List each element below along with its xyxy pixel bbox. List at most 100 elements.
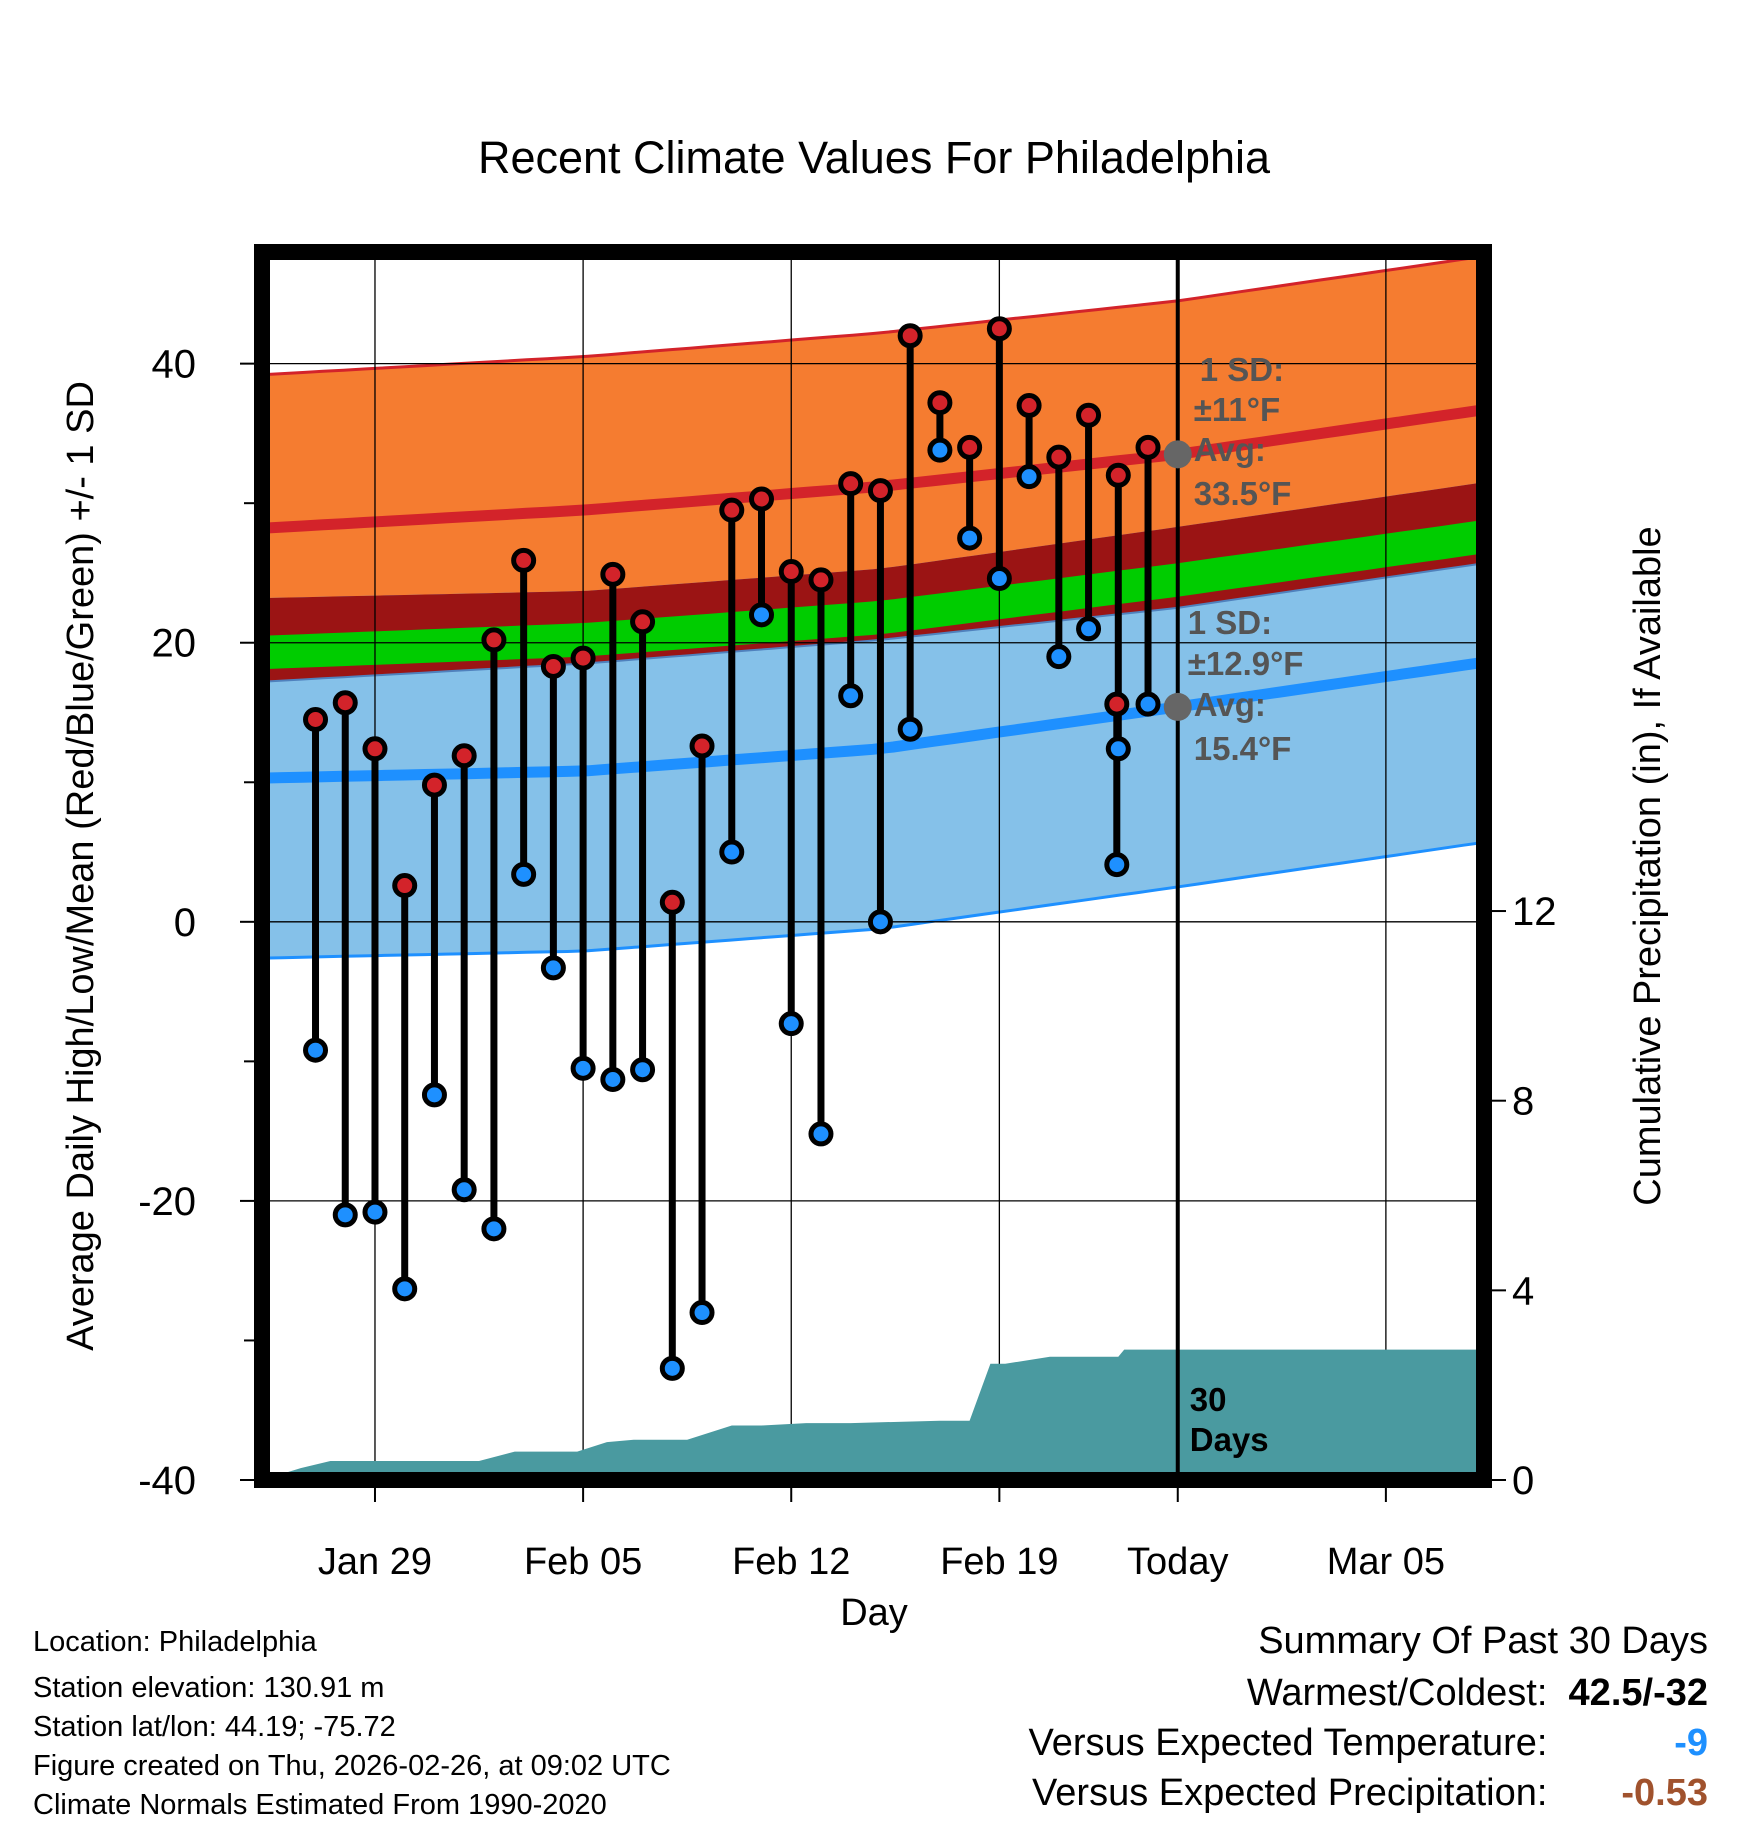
daily-high-point <box>719 497 745 523</box>
daily-high-point <box>778 559 804 585</box>
y-tick-label-left: -40 <box>138 1459 196 1503</box>
daily-low-point <box>421 1082 447 1108</box>
summary-temp-label: Versus Expected Temperature: <box>1028 1722 1548 1764</box>
summary-precip-value: -0.53 <box>1621 1772 1708 1814</box>
daily-low-point <box>303 1037 329 1063</box>
low-sd-label: 1 SD: <box>1188 604 1272 641</box>
x-tick-label: Feb 05 <box>524 1541 642 1583</box>
window-label-number: 30 <box>1190 1381 1227 1418</box>
y-axis-label-left: Average Daily High/Low/Mean (Red/Blue/Gr… <box>60 381 102 1351</box>
daily-low-point <box>719 839 745 865</box>
y-tick-label-left: 40 <box>152 343 197 387</box>
daily-low-point <box>1104 852 1130 878</box>
daily-high-point <box>838 471 864 497</box>
low-avg-value: 15.4°F <box>1194 730 1292 767</box>
daily-high-point <box>362 736 388 762</box>
summary-precip-label: Versus Expected Precipitation: <box>1032 1772 1548 1814</box>
daily-low-point <box>540 955 566 981</box>
plot-frame <box>254 244 1492 1488</box>
daily-low-point <box>1135 691 1161 717</box>
x-axis-label: Day <box>840 1592 908 1634</box>
daily-high-point <box>749 486 775 512</box>
high-avg-value: 33.5°F <box>1194 475 1292 512</box>
cumulative-precip-area <box>262 1349 1484 1480</box>
daily-low-point <box>897 716 923 742</box>
daily-low-point <box>867 909 893 935</box>
daily-low-point <box>1076 616 1102 642</box>
y-tick-label-right: 4 <box>1512 1269 1534 1313</box>
daily-low-point <box>838 683 864 709</box>
low-sd-value: ±12.9°F <box>1188 645 1304 682</box>
daily-high-point <box>421 772 447 798</box>
daily-low-point <box>1016 464 1042 490</box>
daily-low-point <box>511 861 537 887</box>
chart-title: Recent Climate Values For Philadelphia <box>478 132 1271 183</box>
summary-temp-value: -9 <box>1674 1722 1708 1764</box>
daily-high-point <box>570 645 596 671</box>
daily-low-point <box>957 525 983 551</box>
daily-low-point <box>451 1177 477 1203</box>
summary-precip: Versus Expected Precipitation: -0.53 <box>1032 1772 1708 1815</box>
footer-elevation: Station elevation: 130.91 m <box>33 1672 385 1704</box>
daily-low-point <box>689 1300 715 1326</box>
daily-low-point <box>749 602 775 628</box>
today-high-normal-dot <box>1163 440 1192 469</box>
summary-title: Summary Of Past 30 Days <box>1258 1620 1708 1662</box>
daily-high-point <box>451 743 477 769</box>
daily-high-point <box>957 434 983 460</box>
daily-high-point <box>1135 434 1161 460</box>
high-sd-value: ±11°F <box>1194 391 1280 428</box>
high-sd-label: 1 SD: <box>1200 351 1284 388</box>
x-tick-label: Jan 29 <box>318 1541 432 1583</box>
daily-low-point <box>659 1355 685 1381</box>
summary-temp: Versus Expected Temperature: -9 <box>1029 1722 1708 1765</box>
daily-high-point <box>659 889 685 915</box>
today-low-normal-dot <box>1163 692 1192 721</box>
daily-high-point <box>481 627 507 653</box>
window-label-days: Days <box>1190 1421 1269 1458</box>
footer-latlon: Station lat/lon: 44.19; -75.72 <box>33 1711 396 1743</box>
daily-low-point <box>1046 644 1072 670</box>
daily-high-point <box>689 733 715 759</box>
normal-mean-line <box>262 519 1484 670</box>
daily-high-point <box>600 561 626 587</box>
y-tick-label-right: 0 <box>1512 1459 1534 1503</box>
daily-high-point <box>511 547 537 573</box>
daily-low-point <box>986 566 1012 592</box>
summary-warm-cold-label: Warmest/Coldest: <box>1246 1672 1548 1714</box>
high-lower-sd-line <box>262 562 1484 683</box>
daily-high-point <box>540 653 566 679</box>
daily-high-point <box>897 323 923 349</box>
daily-high-point <box>332 690 358 716</box>
daily-low-point <box>481 1216 507 1242</box>
daily-low-point <box>600 1067 626 1093</box>
x-tick-label: Mar 05 <box>1327 1541 1445 1583</box>
x-tick-label: Today <box>1127 1541 1228 1583</box>
daily-high-point <box>303 706 329 732</box>
daily-low-point <box>808 1121 834 1147</box>
daily-low-point <box>570 1055 596 1081</box>
daily-low-point <box>778 1011 804 1037</box>
daily-high-point <box>808 567 834 593</box>
footer-created: Figure created on Thu, 2026-02-26, at 09… <box>33 1750 671 1782</box>
daily-high-point <box>986 316 1012 342</box>
footer-normals: Climate Normals Estimated From 1990-2020 <box>33 1789 607 1821</box>
daily-low-point <box>1105 736 1131 762</box>
daily-low-point <box>362 1199 388 1225</box>
daily-high-point <box>1105 462 1131 488</box>
daily-low-point <box>630 1057 656 1083</box>
summary-warm-cold-value: 42.5/-32 <box>1568 1672 1708 1714</box>
high-avg-label: Avg: <box>1194 431 1266 468</box>
daily-high-point <box>630 609 656 635</box>
daily-high-point <box>392 873 418 899</box>
daily-high-point <box>867 478 893 504</box>
y-tick-label-left: 20 <box>152 622 197 666</box>
y-tick-label-right: 12 <box>1512 890 1557 934</box>
daily-low-point <box>332 1202 358 1228</box>
daily-low-point <box>392 1276 418 1302</box>
y-tick-label-right: 8 <box>1512 1080 1534 1124</box>
daily-high-point <box>1046 444 1072 470</box>
footer-location: Location: Philadelphia <box>33 1626 317 1658</box>
